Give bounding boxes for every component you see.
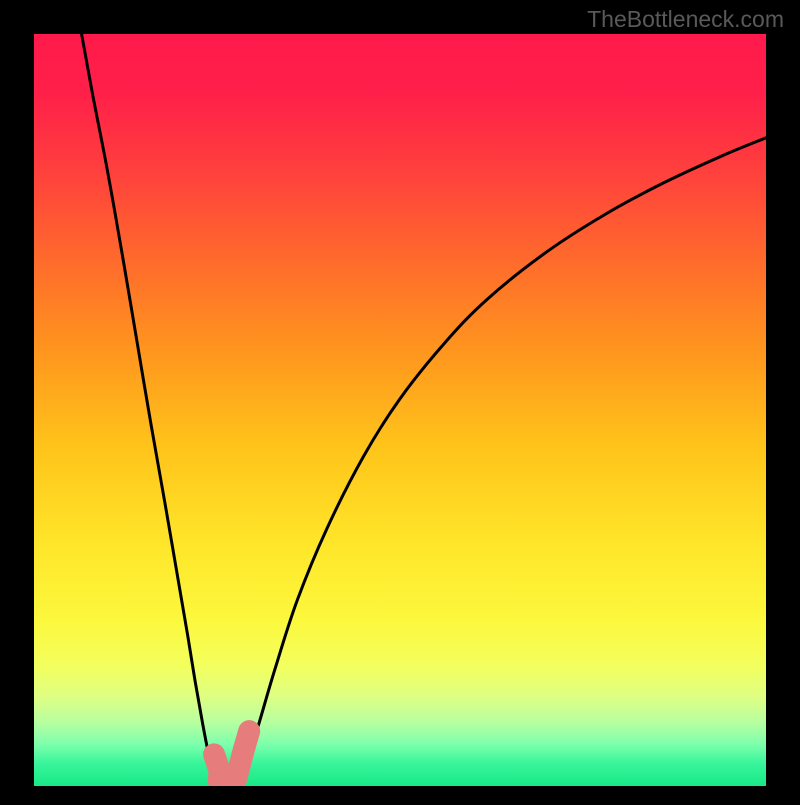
gradient-background [34,34,766,786]
bottleneck-chart [0,0,800,800]
watermark: TheBottleneck.com [587,6,784,33]
